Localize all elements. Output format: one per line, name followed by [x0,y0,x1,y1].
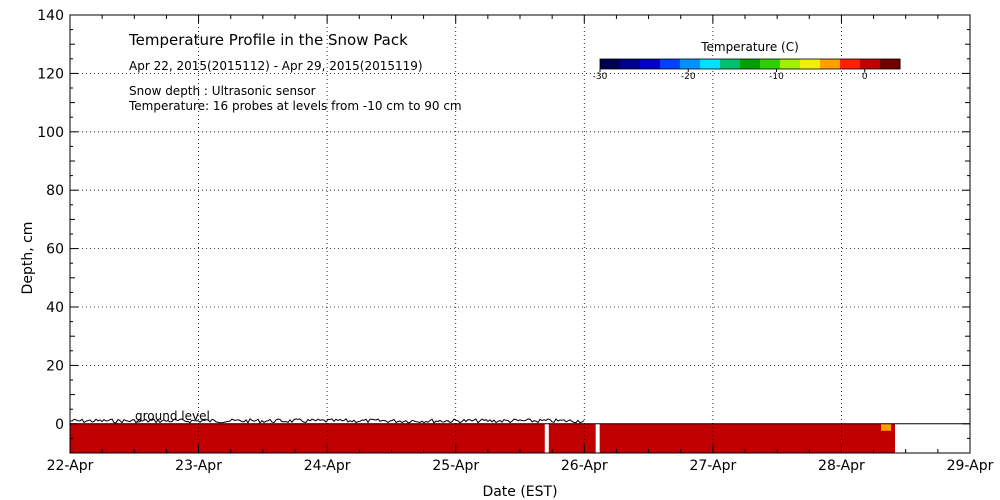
warm-spot [881,423,891,431]
y-tick-label: 20 [46,358,64,374]
colorbar-swatch [760,59,781,69]
colorbar-swatch [700,59,721,69]
y-axis-label: Depth, cm [20,222,36,295]
colorbar-swatch [880,59,901,69]
x-tick-label: 27-Apr [689,458,736,474]
colorbar-swatch [600,59,621,69]
note-snow-depth: Snow depth : Ultrasonic sensor [129,84,316,98]
colorbar-swatch [860,59,881,69]
axis-ticks [69,14,971,454]
tick-labels: 0 20 40 60 80 100 120 140 22-Apr 23-Apr 24-Apr 25-A… [37,8,993,474]
colorbar-swatch [640,59,661,69]
colorbar: -30 -20 -10 0 [593,58,901,82]
warm-band [375,423,435,451]
colorbar-swatch [800,59,821,69]
snow-depth-line [69,418,585,424]
colorbar-swatch [660,59,681,69]
x-tick-label: 29-Apr [947,458,994,474]
colorbar-swatch [680,59,701,69]
colorbar-swatch [620,59,641,69]
y-tick-label: 120 [37,66,64,82]
warm-band [171,423,210,451]
heatmap-layer [69,418,970,453]
colorbar-tick-label: -20 [681,72,696,82]
colorbar-tick-label: -30 [593,72,608,82]
warm-band [91,423,145,451]
colorbar-frame [599,58,901,70]
chart-subtitle: Apr 22, 2015(2015112) - Apr 29, 2015(201… [129,59,423,73]
x-tick-label: 22-Apr [47,458,94,474]
colorbar-swatch [720,59,741,69]
note-temperature: Temperature: 16 probes at levels from -1… [128,99,462,113]
colorbar-tick-label: 0 [862,72,868,82]
warm-band [498,423,558,451]
missing-data-gap [595,423,600,453]
y-tick-label: 80 [46,183,64,199]
x-tick-label: 26-Apr [561,458,608,474]
colorbar-label: Temperature (C) [700,40,799,54]
ground-level-annotation: ground level [135,409,210,423]
missing-data-gap [544,423,549,453]
x-axis-label: Date (EST) [482,484,557,500]
y-tick-label: 60 [46,242,64,258]
colorbar-swatch [780,59,801,69]
warm-band [241,423,301,451]
colorbar-swatch [840,59,861,69]
y-tick-label: 40 [46,300,64,316]
plot-background [70,15,970,453]
colorbar-swatch [820,59,841,69]
plot-area [70,15,970,453]
x-tick-label: 24-Apr [304,458,351,474]
y-tick-label: 0 [55,417,64,433]
x-tick-label: 25-Apr [432,458,479,474]
colorbar-swatch [740,59,761,69]
colorbar-tick-label: -10 [769,72,784,82]
warm-band [600,423,890,451]
y-tick-label: 140 [37,8,64,24]
chart-title: Temperature Profile in the Snow Pack [128,31,408,49]
x-tick-label: 28-Apr [818,458,865,474]
x-tick-label: 23-Apr [175,458,222,474]
y-tick-label: 100 [37,125,64,141]
